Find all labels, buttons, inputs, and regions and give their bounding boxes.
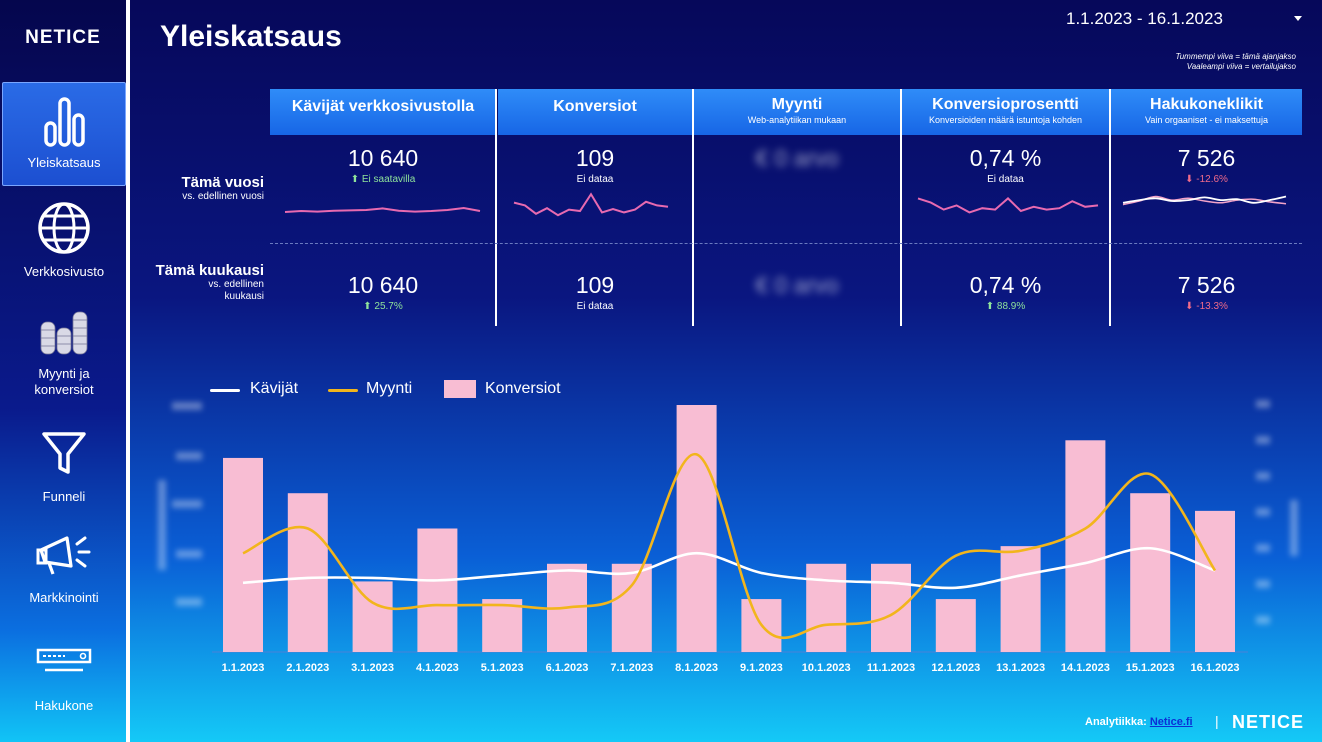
column-divider xyxy=(1109,89,1111,326)
column-divider xyxy=(692,89,694,326)
row-label-this-month: Tämä kuukausi vs. edellinen kuukausi xyxy=(155,262,264,302)
line-legend-note: Tummempi viiva = tämä ajanjakso Vaaleamp… xyxy=(1175,52,1296,71)
date-range-selector[interactable]: 1.1.2023 - 16.1.2023 xyxy=(1066,9,1223,28)
kpi-search-clicks-month: 7 526 ⬇ -13.3% xyxy=(1177,272,1236,312)
kpi-header-search-clicks: Hakukoneklikit Vain orgaaniset - ei maks… xyxy=(1111,89,1302,135)
x-tick-label: 11.1.2023 xyxy=(867,662,915,674)
kpi-header-conversions: Konversiot xyxy=(498,89,692,135)
bar-konversiot-1[interactable] xyxy=(223,457,263,652)
sidebar-item-label: Myynti ja konversiot xyxy=(34,366,94,397)
megaphone-icon xyxy=(36,536,91,575)
row-label-this-year: Tämä vuosi vs. edellinen vuosi xyxy=(181,174,264,202)
legend-line-sales xyxy=(328,389,358,392)
x-tick-label: 5.1.2023 xyxy=(481,662,524,674)
sidebar-item-myynti-ja-konversiot[interactable]: Myynti ja konversiot xyxy=(2,308,126,404)
x-tick-label: 6.1.2023 xyxy=(546,662,589,674)
row-divider xyxy=(270,243,1302,244)
footer-credit: Analytiikka: Netice.fi xyxy=(1085,716,1193,728)
column-divider xyxy=(900,89,902,326)
kpi-header-sales: Myynti Web-analytiikan mukaan xyxy=(694,89,900,135)
x-tick-label: 10.1.2023 xyxy=(802,662,851,674)
bar-konversiot-14[interactable] xyxy=(1065,440,1106,652)
bar-konversiot-4[interactable] xyxy=(417,528,458,653)
legend-item-sales[interactable]: Myynti xyxy=(328,380,412,398)
x-tick-label: 7.1.2023 xyxy=(610,662,653,674)
bar-konversiot-16[interactable] xyxy=(1195,510,1235,652)
bar-konversiot-5[interactable] xyxy=(482,599,523,652)
x-tick-label: 16.1.2023 xyxy=(1191,662,1240,674)
search-bar-icon xyxy=(36,648,92,672)
brand-logo: NETICE xyxy=(25,27,101,48)
footer-separator: | xyxy=(1215,713,1219,729)
legend-item-conversions[interactable]: Konversiot xyxy=(444,380,561,398)
kpi-visitors-year: 10 640 ⬆ Ei saatavilla xyxy=(347,145,419,185)
x-tick-label: 1.1.2023 xyxy=(222,662,265,674)
sidebar-divider xyxy=(126,0,130,742)
footer-logo: NETICE xyxy=(1232,712,1305,732)
sidebar-item-label: Hakukone xyxy=(34,698,94,713)
sidebar-item-label: Funneli xyxy=(42,489,86,504)
kpi-sales-year: € 0 arvo xyxy=(755,145,839,171)
sidebar-item-label: Yleiskatsaus xyxy=(27,155,101,170)
x-tick-label: 13.1.2023 xyxy=(996,662,1045,674)
line-kävijät[interactable] xyxy=(242,546,1216,590)
globe-icon xyxy=(38,202,90,254)
bar-konversiot-12[interactable] xyxy=(935,599,976,652)
bar-konversiot-3[interactable] xyxy=(352,581,393,652)
sidebar-item-yleiskatsaus[interactable]: Yleiskatsaus xyxy=(2,82,126,186)
column-divider xyxy=(495,89,497,326)
x-tick-label: 3.1.2023 xyxy=(351,662,394,674)
bar-konversiot-8[interactable] xyxy=(676,405,717,652)
sidebar-item-markkinointi[interactable]: Markkinointi xyxy=(2,530,126,612)
x-tick-label: 14.1.2023 xyxy=(1061,662,1110,674)
x-tick-label: 8.1.2023 xyxy=(675,662,718,674)
blurred-axis-right xyxy=(1256,400,1298,624)
legend-item-visitors[interactable]: Kävijät xyxy=(210,380,298,398)
sidebar-item-label: Markkinointi xyxy=(29,590,99,605)
x-tick-label: 2.1.2023 xyxy=(286,662,329,674)
bar-konversiot-15[interactable] xyxy=(1130,493,1171,652)
coins-icon xyxy=(40,311,88,355)
bar-konversiot-2[interactable] xyxy=(287,493,328,652)
bar-chart-icon xyxy=(44,97,85,147)
bar-konversiot-11[interactable] xyxy=(871,563,911,652)
bar-konversiot-7[interactable] xyxy=(611,563,652,652)
sidebar-item-hakukone[interactable]: Hakukone xyxy=(2,646,126,716)
line-myynti[interactable] xyxy=(242,453,1217,639)
x-tick-label: 9.1.2023 xyxy=(740,662,783,674)
kpi-conversions-year: 109 Ei dataa xyxy=(575,145,615,185)
kpi-visitors-month: 10 640 ⬆ 25.7% xyxy=(347,272,419,312)
x-tick-label: 12.1.2023 xyxy=(931,662,980,674)
kpi-header-conversion-rate: Konversioprosentti Konversioiden määrä i… xyxy=(902,89,1109,135)
x-tick-label: 15.1.2023 xyxy=(1126,662,1175,674)
x-tick-label: 4.1.2023 xyxy=(416,662,459,674)
page-title: Yleiskatsaus xyxy=(160,20,342,53)
netice-link[interactable]: Netice.fi xyxy=(1149,716,1193,728)
kpi-conversions-month: 109 Ei dataa xyxy=(575,272,615,312)
chevron-down-icon[interactable] xyxy=(1294,16,1302,21)
bar-konversiot-13[interactable] xyxy=(1000,546,1041,652)
legend-line-visitors xyxy=(210,389,240,392)
funnel-icon xyxy=(42,432,86,474)
sidebar-item-funneli[interactable]: Funneli xyxy=(2,428,126,510)
kpi-search-clicks-year: 7 526 ⬇ -12.6% xyxy=(1177,145,1236,185)
blurred-axis-left xyxy=(158,402,202,606)
kpi-header-visitors: Kävijät verkkosivustolla xyxy=(270,89,496,135)
kpi-conversion-rate-year: 0,74 % Ei dataa xyxy=(969,145,1042,185)
bar-konversiot-10[interactable] xyxy=(806,563,847,652)
sidebar-item-verkkosivusto[interactable]: Verkkosivusto xyxy=(2,196,126,286)
legend-swatch-conversions xyxy=(444,380,476,398)
kpi-sales-month: € 0 arvo xyxy=(755,272,839,298)
kpi-conversion-rate-month: 0,74 % ⬆ 88.9% xyxy=(969,272,1042,312)
sidebar-item-label: Verkkosivusto xyxy=(23,264,105,279)
